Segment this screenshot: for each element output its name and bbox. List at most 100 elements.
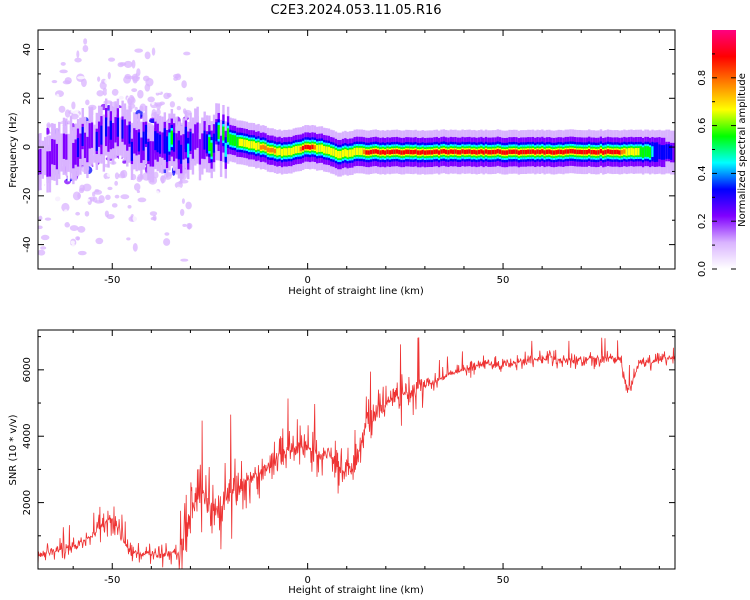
heatmap-cell xyxy=(219,135,223,162)
heatmap-cell xyxy=(304,144,307,150)
heatmap-cell xyxy=(449,149,453,154)
heatmap-cell xyxy=(651,146,654,157)
heatmap-cell xyxy=(236,136,239,148)
heatmap-cell xyxy=(100,125,103,145)
heatmap-cell xyxy=(105,194,111,201)
heatmap-cell xyxy=(165,194,174,199)
heatmap-cell xyxy=(137,132,141,152)
colorbar-tick-label: 0.8 xyxy=(697,70,708,86)
heatmap-cell xyxy=(139,105,144,112)
heatmap-cell xyxy=(226,128,230,143)
heatmap-cell xyxy=(372,149,375,154)
heatmap-cell xyxy=(475,150,478,155)
heatmap-cell xyxy=(505,150,509,155)
heatmap-cell xyxy=(238,138,242,147)
heatmap-cell xyxy=(46,102,53,111)
heatmap-cell xyxy=(38,149,40,175)
heatmap-cell xyxy=(301,145,305,151)
heatmap-marks xyxy=(38,38,675,262)
heatmap-cell xyxy=(64,222,71,228)
heatmap-cell xyxy=(637,148,640,156)
heatmap-cell xyxy=(60,61,66,66)
heatmap-cell xyxy=(90,122,94,148)
heatmap-cell xyxy=(212,133,216,153)
heatmap-cell xyxy=(330,147,333,156)
heatmap-cell xyxy=(529,149,532,154)
heatmap-cell xyxy=(402,150,406,155)
heatmap-cell xyxy=(297,145,300,154)
heatmap-cell xyxy=(562,150,565,155)
heatmap-cell xyxy=(233,135,237,146)
heatmap-cell xyxy=(341,149,345,158)
heatmap-cell xyxy=(38,225,43,230)
heatmap-cell xyxy=(456,150,460,155)
heatmap-cell xyxy=(51,79,58,84)
heatmap-cell xyxy=(412,150,415,155)
heatmap-cell xyxy=(468,149,471,154)
heatmap-cell xyxy=(51,195,61,204)
heatmap-cell xyxy=(107,48,112,52)
heatmap-cell xyxy=(130,141,134,161)
heatmap-cell xyxy=(123,60,133,68)
heatmap-cell xyxy=(179,208,185,217)
heatmap-cell xyxy=(182,223,187,227)
colorbar-gradient xyxy=(712,30,736,269)
spectrogram-axes: -50 0 50 -40 -20 0 20 40 xyxy=(22,29,676,286)
heatmap-cell xyxy=(119,170,125,179)
heatmap-cell xyxy=(311,144,314,150)
heatmap-cell xyxy=(57,75,64,83)
heatmap-cell xyxy=(496,149,499,154)
heatmap-cell xyxy=(58,131,61,170)
snr-y-tick-label: 6000 xyxy=(22,357,33,382)
heatmap-cell xyxy=(550,150,553,155)
heatmap-cell xyxy=(658,144,661,160)
heatmap-cell xyxy=(165,218,169,223)
heatmap-cell xyxy=(165,139,169,159)
heatmap-cell xyxy=(94,98,100,105)
heatmap-cell xyxy=(283,148,286,156)
heatmap-cell xyxy=(156,133,159,153)
heatmap-cell xyxy=(320,144,324,152)
heatmap-cell xyxy=(98,230,108,234)
heatmap-cell xyxy=(189,131,192,151)
heatmap-cell xyxy=(240,138,244,147)
heatmap-cell xyxy=(126,125,129,151)
heatmap-cell xyxy=(332,148,335,156)
snr-axes: -50 0 50 2000 4000 6000 xyxy=(22,329,676,586)
heatmap-cell xyxy=(64,209,68,214)
heatmap-cell xyxy=(116,117,120,137)
heatmap-cell xyxy=(503,150,507,155)
colorbar-tick-label: 0.2 xyxy=(697,213,708,229)
heatmap-cell xyxy=(517,150,521,155)
heatmap-cell xyxy=(59,100,63,107)
heatmap-cell xyxy=(134,48,144,53)
heatmap-cell xyxy=(60,133,63,172)
heatmap-cell xyxy=(480,149,483,154)
heatmap-cell xyxy=(69,225,79,231)
heatmap-cell xyxy=(123,119,127,145)
heatmap-cell xyxy=(186,89,193,98)
heatmap-cell xyxy=(208,137,211,152)
heatmap-cell xyxy=(40,234,50,241)
heatmap-cell xyxy=(186,96,194,102)
heatmap-cell xyxy=(137,197,147,203)
heatmap-cell xyxy=(76,236,80,241)
heatmap-cell xyxy=(104,178,112,184)
heatmap-cell xyxy=(182,134,185,160)
heatmap-cell xyxy=(107,126,110,152)
heatmap-cell xyxy=(121,119,124,139)
heatmap-cell xyxy=(374,149,378,154)
heatmap-cell xyxy=(367,150,371,155)
heatmap-cell xyxy=(55,93,60,103)
heatmap-cell xyxy=(194,124,197,150)
heatmap-cell xyxy=(245,139,249,148)
heatmap-cell xyxy=(145,109,153,115)
heatmap-cell xyxy=(177,140,181,160)
heatmap-cell xyxy=(185,201,192,210)
heatmap-cell xyxy=(110,77,114,84)
heatmap-cell xyxy=(447,150,450,155)
heatmap-cell xyxy=(170,130,174,145)
heatmap-cell xyxy=(158,134,162,154)
heatmap-cell xyxy=(187,143,190,158)
heatmap-cell xyxy=(644,146,647,157)
